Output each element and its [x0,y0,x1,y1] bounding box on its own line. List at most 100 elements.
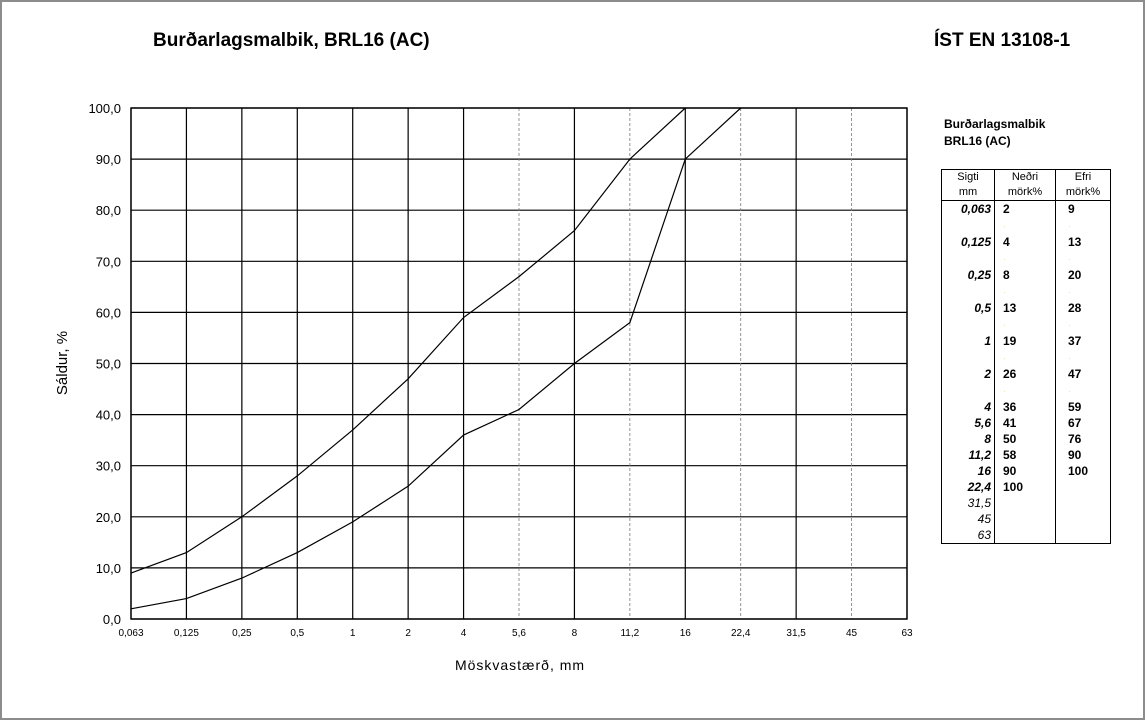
sieve-cell: 45 [941,511,995,527]
upper-limit-cell: · [1055,250,1111,267]
data-point [462,316,465,319]
table-row: 0,25 8 20 [941,267,1111,283]
standard-label: ÍST EN 13108-1 [934,30,1071,51]
y-tick-label: 80,0 [96,203,121,218]
x-tick-label: 63 [901,628,913,639]
lower-limit-cell: 58 [994,447,1056,463]
lower-limit-cell: 26 [994,366,1056,382]
y-tick-label: 0,0 [103,612,121,627]
data-point [352,429,354,431]
lower-limit-cell [994,495,1056,511]
col-lower-header: Neðri [994,169,1056,185]
faint-marker: · [1068,386,1071,396]
data-point [241,516,243,518]
x-tick-label: 0,5 [290,628,304,639]
sieve-cell [941,217,995,234]
upper-limit-cell: · [1055,283,1111,300]
table-row: · · [941,250,1111,267]
col-sieve-unit: mm [941,185,995,201]
sieve-cell [941,283,995,300]
data-point [130,572,132,574]
series-group [130,107,742,610]
sieve-cell: 0,063 [941,200,995,217]
data-point [518,408,520,411]
table-row: 22,4 100 [941,479,1111,495]
lower-limit-cell [994,511,1056,527]
data-point [629,158,631,160]
lower-limit-cell: 4 [994,234,1056,250]
sieve-cell [941,316,995,333]
table-row: 5,6 41 67 [941,415,1111,431]
lower-limit-cell: 36 [994,399,1056,415]
lower-limit-cell: · [994,250,1056,267]
table-row: 1 19 37 [941,333,1111,349]
x-tick-label: 31,5 [786,628,806,639]
table-row: 45 [941,511,1111,527]
sieve-cell: 11,2 [941,447,995,463]
upper-limit-cell: · [1055,316,1111,333]
x-tick-label: 11,2 [620,628,639,639]
data-point [573,362,576,365]
lower-limit-cell: 13 [994,300,1056,316]
col-sieve-header: Sigti [941,169,995,185]
x-tick-label: 45 [846,628,858,639]
faint-marker: · [1068,221,1071,231]
data-point [352,521,354,523]
upper-limit-cell: 100 [1055,463,1111,479]
col-lower-unit: mörk% [994,185,1056,201]
table-row: 63 [941,527,1111,544]
faint-marker: · [1068,353,1071,363]
faint-marker: · [1003,221,1006,231]
sieve-table: Sigti Neðri Efri mm mörk% mörk% 0,063 2 9 ·… [941,169,1111,544]
upper-limit-cell: 90 [1055,447,1111,463]
table-row: 0,063 2 9 [941,200,1111,217]
data-point [185,597,188,600]
upper-limit-cell: · [1055,349,1111,366]
upper-limit-cell: 67 [1055,415,1111,431]
sieve-cell: 0,125 [941,234,995,250]
table-row: 8 50 76 [941,431,1111,447]
data-point [130,608,132,610]
legend-title: Burðarlagsmalbik BRL16 (AC) [944,116,1045,150]
data-point [573,230,576,232]
sieve-table-body: 0,063 2 9 · · 0,125 4 13 · · 0,25 8 20 · · 0,5 13 28 · · 1 19… [941,200,1111,544]
grid [130,107,908,620]
upper-limit-cell: 59 [1055,399,1111,415]
faint-marker: · [1003,254,1006,264]
y-tick-label: 70,0 [96,254,121,269]
upper-limit-cell [1055,511,1111,527]
x-tick-label: 8 [572,628,578,639]
x-tick-label: 2 [405,628,411,639]
sieve-cell: 16 [941,463,995,479]
lower-limit-cell: 2 [994,200,1056,217]
sieve-cell: 1 [941,333,995,349]
y-tick-label: 60,0 [96,305,121,320]
upper-limit-cell [1055,495,1111,511]
data-point [241,577,243,579]
lower-limit-cell: · [994,217,1056,234]
chart-title: Burðarlagsmalbik, BRL16 (AC) [153,30,430,51]
lower-limit-cell: · [994,283,1056,300]
lower-limit-cell: 8 [994,267,1056,283]
upper-limit-cell: · [1055,382,1111,399]
upper-limit-cell: 37 [1055,333,1111,349]
faint-marker: · [1003,320,1006,330]
table-row: 2 26 47 [941,366,1111,382]
x-tick-label: 22,4 [731,628,751,639]
table-row: 11,2 58 90 [941,447,1111,463]
y-tick-label: 90,0 [96,152,121,167]
table-row: 0,125 4 13 [941,234,1111,250]
sieve-cell: 22,4 [941,479,995,495]
x-tick-label: 16 [680,628,692,639]
upper-limit-cell: 76 [1055,431,1111,447]
table-row: · · [941,283,1111,300]
table-row: 16 90 100 [941,463,1111,479]
data-point [296,475,298,477]
y-tick-label: 10,0 [96,561,121,576]
data-point [684,158,686,160]
col-upper-header: Efri [1055,169,1111,185]
faint-marker: · [1003,353,1006,363]
y-tick-label: 40,0 [96,408,121,423]
faint-marker: · [1068,287,1071,297]
sieve-cell [941,250,995,267]
